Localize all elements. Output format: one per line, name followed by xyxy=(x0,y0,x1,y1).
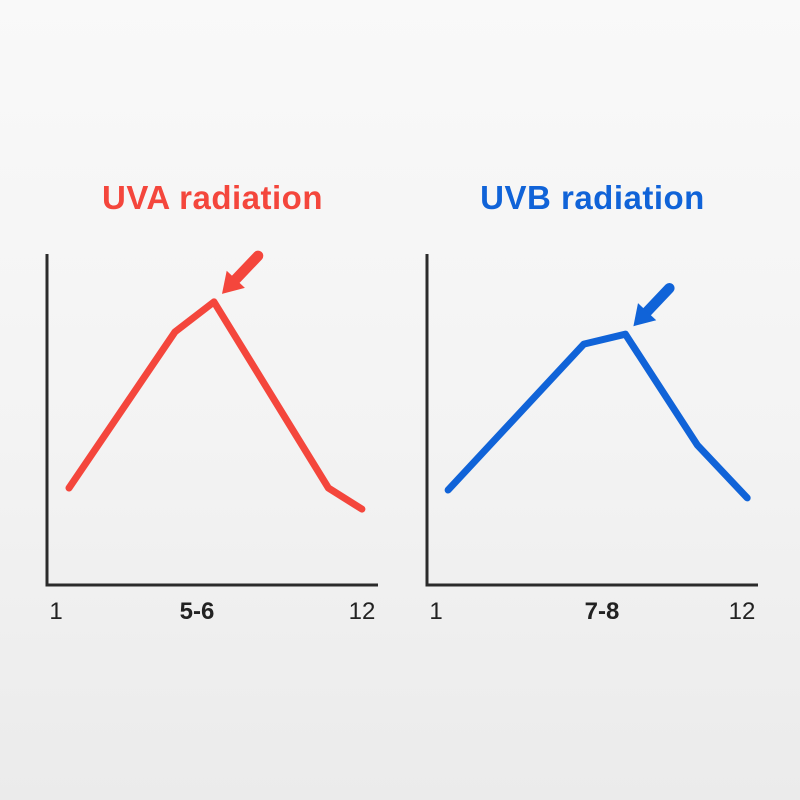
uvb-panel: UVB radiation 1 7-8 12 xyxy=(410,0,775,800)
uvb-data-line xyxy=(444,330,751,502)
peak-arrow-icon xyxy=(222,250,264,294)
x-tick-start: 1 xyxy=(429,598,443,625)
uvb-x-axis-labels: 1 7-8 12 xyxy=(410,595,775,629)
x-tick-end: 12 xyxy=(728,598,756,625)
uvb-title: UVB radiation xyxy=(480,179,705,216)
x-tick-start: 1 xyxy=(49,598,63,625)
uva-panel: UVA radiation 1 5-6 12 xyxy=(30,0,395,800)
uva-title: UVA radiation xyxy=(101,179,324,216)
arrow-shaft xyxy=(230,250,264,285)
x-tick-end: 12 xyxy=(348,598,376,625)
arrow-shaft xyxy=(641,282,675,317)
x-tick-peak: 7-8 xyxy=(584,598,620,625)
uva-x-axis-labels: 1 5-6 12 xyxy=(30,595,395,629)
peak-arrow-icon xyxy=(633,282,675,327)
arrow-head xyxy=(222,270,245,294)
uvb-chart xyxy=(425,254,758,587)
uva-chart xyxy=(45,250,378,587)
uva-data-line xyxy=(65,298,366,513)
x-tick-peak: 5-6 xyxy=(179,598,215,625)
arrow-head xyxy=(633,303,657,327)
